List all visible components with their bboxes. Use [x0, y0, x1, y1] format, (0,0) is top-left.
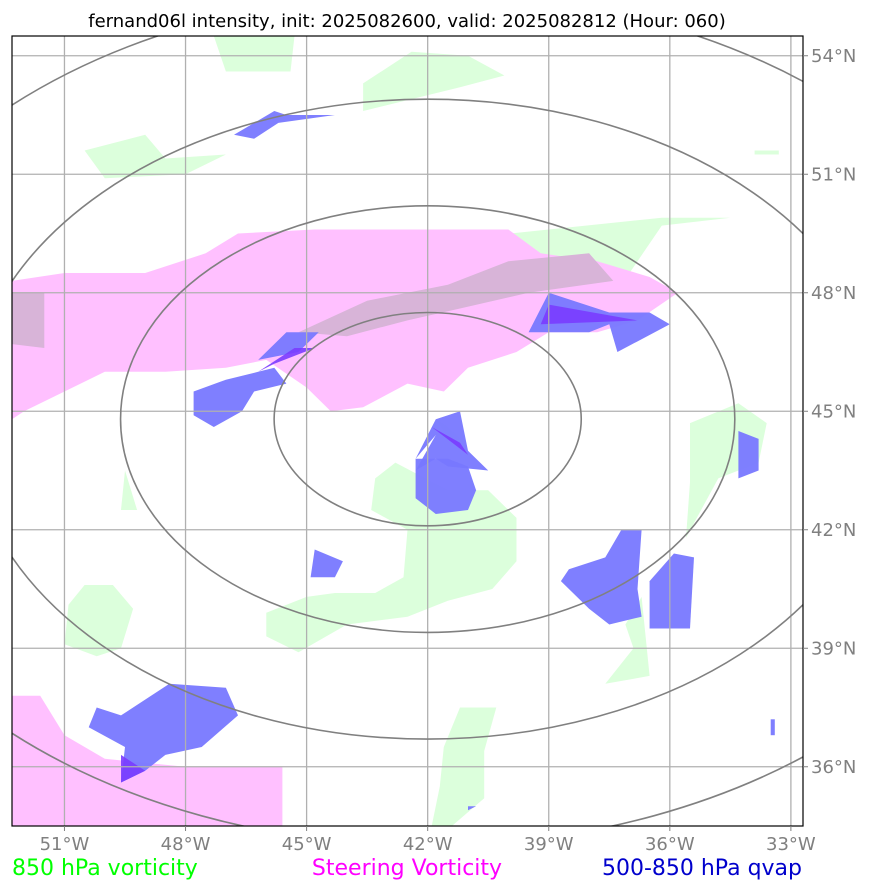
y-tick-label: 48°N	[811, 283, 856, 304]
vorticity-850-layer	[12, 36, 779, 826]
y-tick-label: 36°N	[811, 757, 856, 778]
vorticity-850-area-2	[363, 51, 505, 111]
x-tick-label: 39°W	[524, 834, 574, 855]
plot-area	[12, 36, 803, 826]
legend-vorticity-850: 850 hPa vorticity	[12, 856, 198, 881]
steering-vorticity-area-2	[12, 695, 283, 826]
vorticity-850-area-8	[121, 470, 138, 510]
steering-overlap-area-1	[12, 292, 45, 348]
qvap-overlap-area-3	[121, 754, 146, 783]
chart-title: fernand06l intensity, init: 2025082600, …	[88, 11, 725, 32]
gridlines	[12, 36, 803, 826]
x-tick-label: 36°W	[645, 834, 695, 855]
vorticity-850-area-11	[64, 585, 134, 657]
x-axis-ticks: 51°W 48°W 45°W 42°W 39°W 36°W 33°W	[40, 826, 816, 855]
qvap-area-7	[560, 529, 642, 625]
range-rings	[12, 36, 803, 826]
plot-frame	[11, 35, 804, 827]
qvap-area-2	[193, 367, 287, 427]
y-tick-label: 54°N	[811, 46, 856, 67]
steering-vorticity-overlap-layer	[12, 253, 614, 348]
vorticity-850-area-3	[84, 134, 226, 179]
qvap-overlap-layer	[121, 304, 638, 783]
range-ring-3	[12, 98, 803, 740]
qvap-area-10	[310, 549, 343, 578]
legend-qvap: 500-850 hPa qvap	[602, 856, 802, 881]
qvap-overlap-area-4	[431, 427, 468, 455]
y-tick-label: 42°N	[811, 520, 856, 541]
y-tick-label: 39°N	[811, 638, 856, 659]
y-axis-ticks: 54°N 51°N 48°N 45°N 42°N 39°N 36°N	[803, 46, 856, 778]
qvap-area-12	[468, 806, 477, 811]
legend-steering-vorticity: Steering Vorticity	[312, 856, 502, 881]
x-tick-label: 48°W	[161, 834, 211, 855]
vorticity-850-area-1	[213, 36, 295, 72]
range-ring-1	[273, 311, 583, 527]
qvap-area-11	[88, 683, 238, 783]
qvap-area-8	[649, 553, 694, 629]
x-tick-label: 42°W	[403, 834, 453, 855]
qvap-overlap-area-2	[540, 304, 638, 325]
qvap-layer	[88, 111, 775, 811]
qvap-area-9	[738, 431, 759, 479]
qvap-area-5	[415, 458, 477, 514]
vorticity-850-area-14	[754, 150, 779, 155]
steering-overlap-area-2	[298, 253, 614, 337]
y-tick-label: 51°N	[811, 164, 856, 185]
qvap-area-3	[258, 332, 319, 360]
y-tick-label: 45°N	[811, 401, 856, 422]
qvap-area-1	[234, 111, 335, 139]
vorticity-850-area-12	[605, 596, 650, 684]
x-tick-label: 33°W	[766, 834, 816, 855]
vorticity-850-area-10	[266, 462, 517, 653]
range-ring-2	[119, 205, 736, 634]
x-tick-label: 45°W	[282, 834, 332, 855]
qvap-area-13	[770, 719, 775, 736]
x-tick-label: 51°W	[40, 834, 90, 855]
